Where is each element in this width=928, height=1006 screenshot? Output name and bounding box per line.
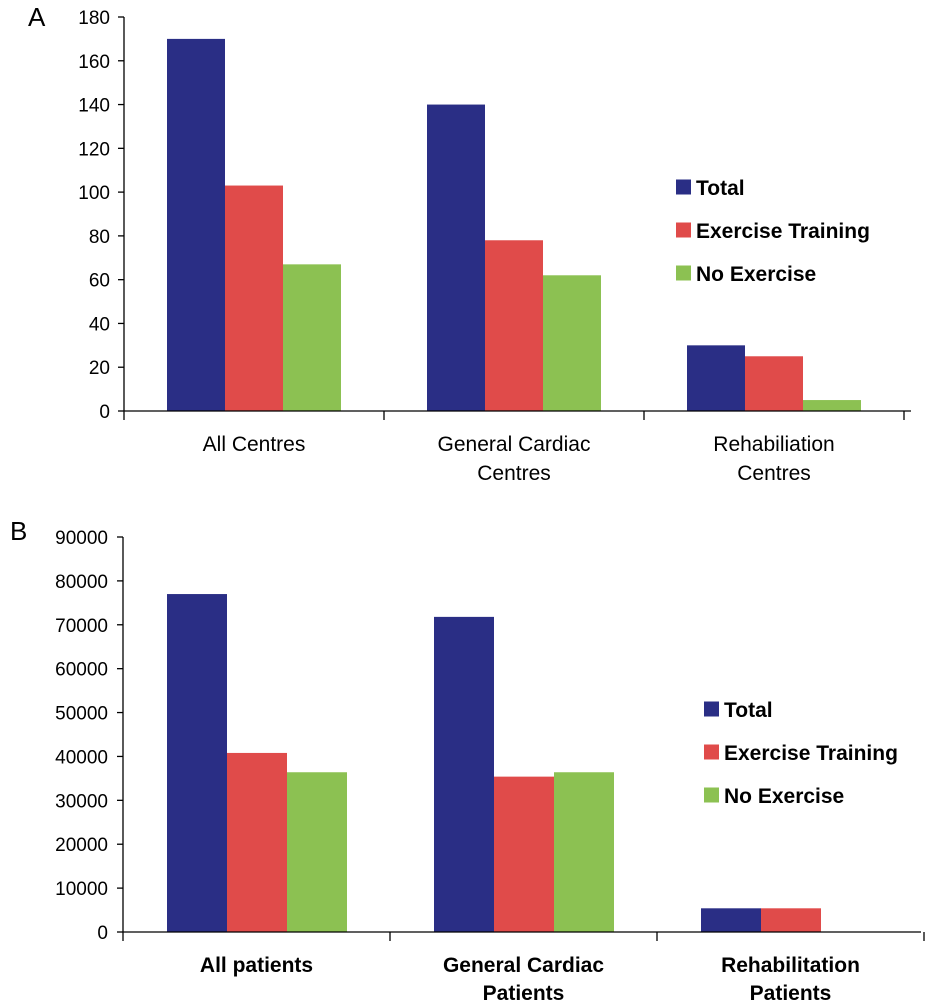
bar-no-exercise xyxy=(554,772,614,932)
bar-total xyxy=(167,594,227,932)
bar-exercise-training xyxy=(485,240,543,411)
y-tick-label: 20000 xyxy=(55,835,108,856)
legend-label: Exercise Training xyxy=(696,220,870,243)
legend: Total Exercise Training No Exercise xyxy=(676,177,870,286)
y-tick-label: 50000 xyxy=(55,704,108,725)
y-tick-label: 180 xyxy=(78,8,110,29)
y-tick-label: 120 xyxy=(78,139,110,160)
y-tick-label: 160 xyxy=(78,52,110,73)
category-label: Rehabilitation Patients xyxy=(721,954,860,1005)
y-tick-label: 40000 xyxy=(55,747,108,768)
category-label-line: All patients xyxy=(200,954,313,977)
legend-swatch xyxy=(704,701,719,717)
y-tick-label: 70000 xyxy=(55,616,108,637)
legend-label: No Exercise xyxy=(696,263,816,286)
category-label-line: General Cardiac xyxy=(438,433,591,456)
bar-total xyxy=(434,616,494,932)
category-label: All Centres xyxy=(203,433,306,456)
legend: Total Exercise Training No Exercise xyxy=(704,699,898,808)
y-tick-label: 0 xyxy=(99,402,110,423)
category-label: General Cardiac Patients xyxy=(443,954,604,1005)
bar-exercise-training xyxy=(494,776,554,932)
y-tick-label: 20 xyxy=(89,358,110,379)
panel-letter: A xyxy=(28,2,46,32)
category-label-line: Centres xyxy=(477,462,551,485)
category-label-line: Rehabiliation xyxy=(713,433,834,456)
y-tick-label: 40 xyxy=(89,314,110,335)
category-label-line: Patients xyxy=(483,982,565,1005)
chart-panel-a: A 0 20 40 60 80 100 120 140 160 180 All Centres Gene… xyxy=(28,2,911,485)
bar-no-exercise xyxy=(287,772,347,932)
bar-exercise-training xyxy=(761,908,821,932)
category-label-line: Rehabilitation xyxy=(721,954,860,977)
legend-swatch xyxy=(676,179,691,195)
bar-exercise-training xyxy=(225,185,283,411)
y-tick-label: 80 xyxy=(89,227,110,248)
category-label: All patients xyxy=(200,954,313,977)
y-tick-label: 90000 xyxy=(55,528,108,549)
y-tick-label: 140 xyxy=(78,96,110,117)
y-tick-label: 30000 xyxy=(55,791,108,812)
category-label-line: Centres xyxy=(737,462,811,485)
y-tick-label: 80000 xyxy=(55,572,108,593)
category-label: General Cardiac Centres xyxy=(438,433,591,485)
bar-exercise-training xyxy=(227,752,287,932)
bar-total xyxy=(427,104,485,412)
bar-no-exercise xyxy=(803,400,861,411)
y-tick-label: 10000 xyxy=(55,879,108,900)
category-label-line: Patients xyxy=(750,982,832,1005)
bar-no-exercise xyxy=(543,275,601,411)
legend-swatch xyxy=(676,222,691,238)
category-label: Rehabiliation Centres xyxy=(713,433,834,485)
legend-label: Total xyxy=(696,177,745,200)
bar-no-exercise xyxy=(283,264,341,411)
y-tick-label: 60 xyxy=(89,271,110,292)
y-tick-label: 0 xyxy=(97,923,108,944)
legend-swatch xyxy=(704,744,719,760)
legend-label: Exercise Training xyxy=(724,742,898,765)
category-label-line: General Cardiac xyxy=(443,954,604,977)
legend-swatch xyxy=(704,787,719,803)
legend-label: Total xyxy=(724,699,773,722)
bar-total xyxy=(167,38,225,412)
panel-letter: B xyxy=(10,516,27,546)
legend-label: No Exercise xyxy=(724,785,844,808)
chart-panel-b: B 0 10000 20000 30000 40000 50000 60000 70000 800… xyxy=(10,516,925,1005)
bar-total xyxy=(687,345,745,411)
y-tick-label: 60000 xyxy=(55,660,108,681)
legend-swatch xyxy=(676,265,691,281)
bar-total xyxy=(701,908,761,932)
category-label-line: All Centres xyxy=(203,433,306,456)
bar-exercise-training xyxy=(745,356,803,411)
y-tick-label: 100 xyxy=(78,183,110,204)
